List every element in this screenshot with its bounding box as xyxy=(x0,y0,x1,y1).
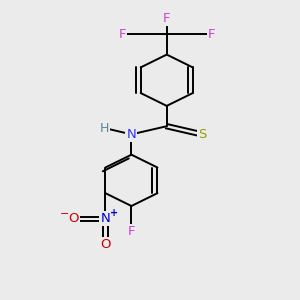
Text: F: F xyxy=(208,28,215,41)
Text: F: F xyxy=(163,12,170,25)
Text: O: O xyxy=(100,238,111,251)
Text: F: F xyxy=(118,28,126,41)
Text: −: − xyxy=(60,209,70,219)
Text: N: N xyxy=(100,212,110,225)
Text: S: S xyxy=(198,128,206,141)
Text: O: O xyxy=(69,212,79,225)
Text: N: N xyxy=(127,128,136,141)
Text: +: + xyxy=(110,208,118,218)
Text: H: H xyxy=(100,122,110,135)
Text: F: F xyxy=(128,225,135,238)
